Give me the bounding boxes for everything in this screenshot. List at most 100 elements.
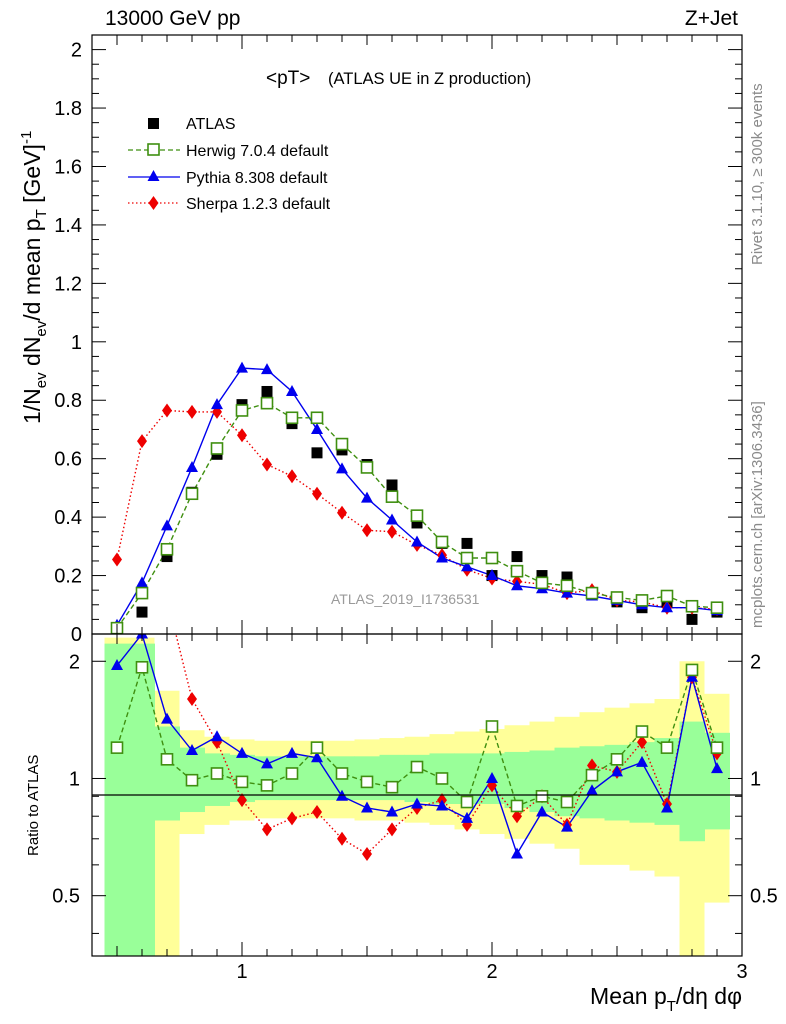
ratio-point-herwig: [185, 773, 199, 787]
data-point-pythia: [161, 519, 173, 531]
series-line-pythia: [116, 367, 718, 626]
data-point-pythia: [211, 398, 223, 410]
ratio-point-pythia: [311, 751, 323, 763]
data-point-herwig: [160, 542, 174, 556]
legend: ATLAS Herwig 7.0.4 default Pythia 8.308 …: [128, 116, 331, 213]
ratio-point-herwig: [685, 663, 699, 677]
data-point-sherpa: [137, 434, 147, 449]
data-point-atlas: [561, 571, 573, 583]
axis-tick-labels: 0 0.2 0.4 0.6 0.8 1 1.2 1.4 1.6 1.8 2 0.5 0.5 1 1 2 2 1 2 3: [52, 40, 778, 983]
ratio-point-herwig: [235, 775, 249, 789]
data-point-sherpa: [187, 404, 197, 419]
data-point-herwig: [435, 535, 449, 549]
data-point-herwig: [460, 551, 474, 565]
data-point-herwig: [285, 411, 299, 425]
ratio-point-sherpa: [362, 846, 372, 861]
data-point-herwig: [410, 509, 424, 522]
ratio-point-herwig: [110, 741, 124, 754]
y-tick-label-main: 1.4: [54, 215, 82, 237]
x-tick-label: 1: [236, 961, 247, 983]
x-axis-title: Mean pT/dη dφ: [590, 983, 742, 1015]
data-point-atlas: [161, 551, 173, 563]
data-point-atlas: [536, 570, 548, 582]
ratio-point-sherpa: [237, 793, 247, 808]
band-inner: [579, 746, 605, 819]
data-point-pythia: [136, 576, 148, 588]
data-point-pythia: [361, 491, 373, 503]
y-tick-label-ratio-right: 1: [750, 768, 761, 790]
data-point-pythia: [386, 513, 398, 525]
legend-label-pythia: Pythia 8.308 default: [186, 170, 328, 187]
data-point-herwig: [485, 551, 499, 565]
ratio-point-pythia: [411, 797, 423, 809]
legend-entry-pythia: Pythia 8.308 default: [128, 170, 328, 187]
ratio-point-sherpa: [512, 809, 522, 824]
ratio-point-herwig: [335, 767, 349, 780]
data-point-sherpa: [112, 552, 122, 567]
ratio-point-herwig: [485, 720, 499, 733]
data-point-pythia: [186, 460, 198, 472]
legend-label-herwig: Herwig 7.0.4 default: [186, 143, 329, 160]
ratio-point-pythia: [386, 805, 398, 817]
y-tick-label-ratio: 0.5: [52, 886, 80, 908]
data-point-herwig: [260, 396, 274, 410]
ratio-point-herwig: [310, 741, 324, 754]
y-axis-title-main: 1/Nev dNev/d mean pT [GeV]-1: [18, 131, 50, 424]
data-point-herwig: [335, 437, 349, 451]
ratio-point-herwig: [360, 775, 374, 789]
ratio-point-herwig: [285, 767, 299, 780]
data-point-pythia: [436, 551, 448, 563]
y-tick-label-ratio-right: 0.5: [750, 886, 778, 908]
data-point-herwig: [660, 589, 674, 603]
ratio-point-sherpa: [637, 735, 647, 750]
data-point-herwig: [635, 594, 649, 607]
ratio-point-pythia: [211, 730, 223, 742]
data-point-atlas: [461, 537, 473, 549]
data-point-herwig: [385, 490, 399, 503]
data-point-sherpa: [312, 486, 322, 501]
legend-entry-sherpa: Sherpa 1.2.3 default: [128, 196, 331, 213]
y-tick-label-ratio: 1: [69, 768, 80, 790]
band-inner: [154, 726, 180, 821]
ratio-point-pythia: [636, 755, 648, 767]
data-point-herwig: [310, 411, 324, 425]
data-point-pythia: [486, 569, 498, 581]
data-point-atlas: [411, 517, 423, 529]
ratio-point-sherpa: [312, 805, 322, 820]
data-point-herwig: [135, 586, 149, 600]
data-point-herwig: [210, 442, 224, 455]
data-point-herwig: [535, 576, 549, 590]
ratio-point-herwig: [410, 760, 424, 774]
legend-entry-herwig: Herwig 7.0.4 default: [128, 143, 329, 160]
data-point-herwig: [610, 591, 624, 604]
side-label-rivet: Rivet 3.1.10, ≥ 300k events: [749, 83, 766, 265]
legend-marker-herwig: [147, 143, 160, 156]
data-point-sherpa: [262, 457, 272, 472]
data-point-atlas: [311, 447, 323, 459]
ratio-point-pythia: [236, 746, 248, 758]
plot-title-main: <pT>: [266, 68, 310, 89]
legend-marker-atlas: [148, 118, 159, 129]
ratio-point-pythia: [561, 820, 573, 832]
data-point-herwig: [235, 404, 249, 417]
data-point-herwig: [360, 461, 374, 474]
analysis-label: ATLAS_2019_I1736531: [331, 591, 480, 607]
ratio-point-pythia: [611, 765, 623, 777]
header-right: Z+Jet: [685, 7, 738, 30]
ratio-point-herwig: [535, 789, 549, 803]
legend-label-sherpa: Sherpa 1.2.3 default: [186, 196, 331, 213]
ratio-point-herwig: [560, 795, 574, 809]
band-inner: [504, 751, 530, 808]
data-point-pythia: [461, 560, 473, 572]
data-point-herwig: [560, 579, 574, 593]
ratio-point-pythia: [511, 847, 523, 859]
ratio-point-herwig: [510, 799, 524, 813]
band-inner: [629, 742, 655, 823]
ratio-point-herwig: [610, 753, 624, 766]
data-point-pythia: [311, 422, 323, 434]
ratio-point-pythia: [586, 784, 598, 796]
band-inner: [129, 643, 155, 956]
x-tick-label: 3: [736, 961, 747, 983]
data-point-atlas: [261, 385, 273, 397]
